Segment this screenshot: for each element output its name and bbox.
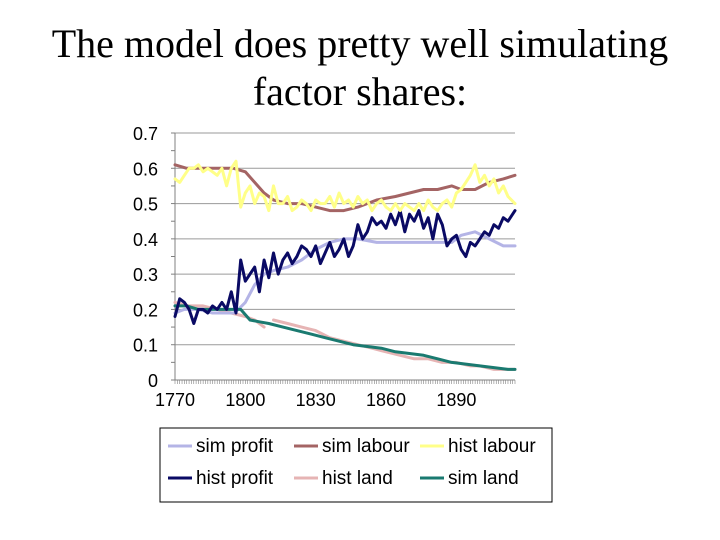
axes [171,132,516,384]
legend-label-sim-profit: sim profit [196,436,274,457]
y-tick-label: 0.1 [133,336,158,356]
y-tick-label: 0.4 [133,230,158,250]
legend: sim profit sim labour hist labour hist prof… [159,427,553,503]
x-tick-label: 1830 [296,390,336,410]
series-line-hist-labour [173,159,517,213]
y-tick-label: 0.5 [133,195,158,215]
y-tick-label: 0.7 [133,124,158,144]
legend-label-hist-labour: hist labour [448,436,536,457]
legend-label-sim-land: sim land [448,468,519,489]
x-tick-label: 1800 [225,390,265,410]
series-line-sim-land [173,304,517,371]
y-axis-ticks: 0 0.1 0.2 0.3 0.4 0.5 0.6 0.7 [133,124,158,391]
y-tick-label: 0.6 [133,159,158,179]
y-tick-label: 0.2 [133,300,158,320]
series-lines [173,159,517,371]
x-tick-label: 1860 [366,390,406,410]
x-axis-ticks: 1770 1800 1830 1860 1890 [155,390,476,410]
title-line-1: The model does pretty well simulating [51,21,669,66]
title-line-2: factor shares: [252,69,468,114]
y-tick-label: 0.3 [133,265,158,285]
y-tick-label: 0 [148,371,158,391]
legend-box [159,427,553,503]
legend-label-sim-labour: sim labour [322,436,410,457]
x-tick-label: 1890 [436,390,476,410]
x-tick-label: 1770 [155,390,195,410]
slide-title: The model does pretty well simulating fa… [0,20,720,116]
series-line-hist-profit [173,209,517,325]
legend-label-hist-profit: hist profit [196,468,274,489]
legend-label-hist-land: hist land [322,468,393,489]
series-line-sim-labour [173,163,517,213]
